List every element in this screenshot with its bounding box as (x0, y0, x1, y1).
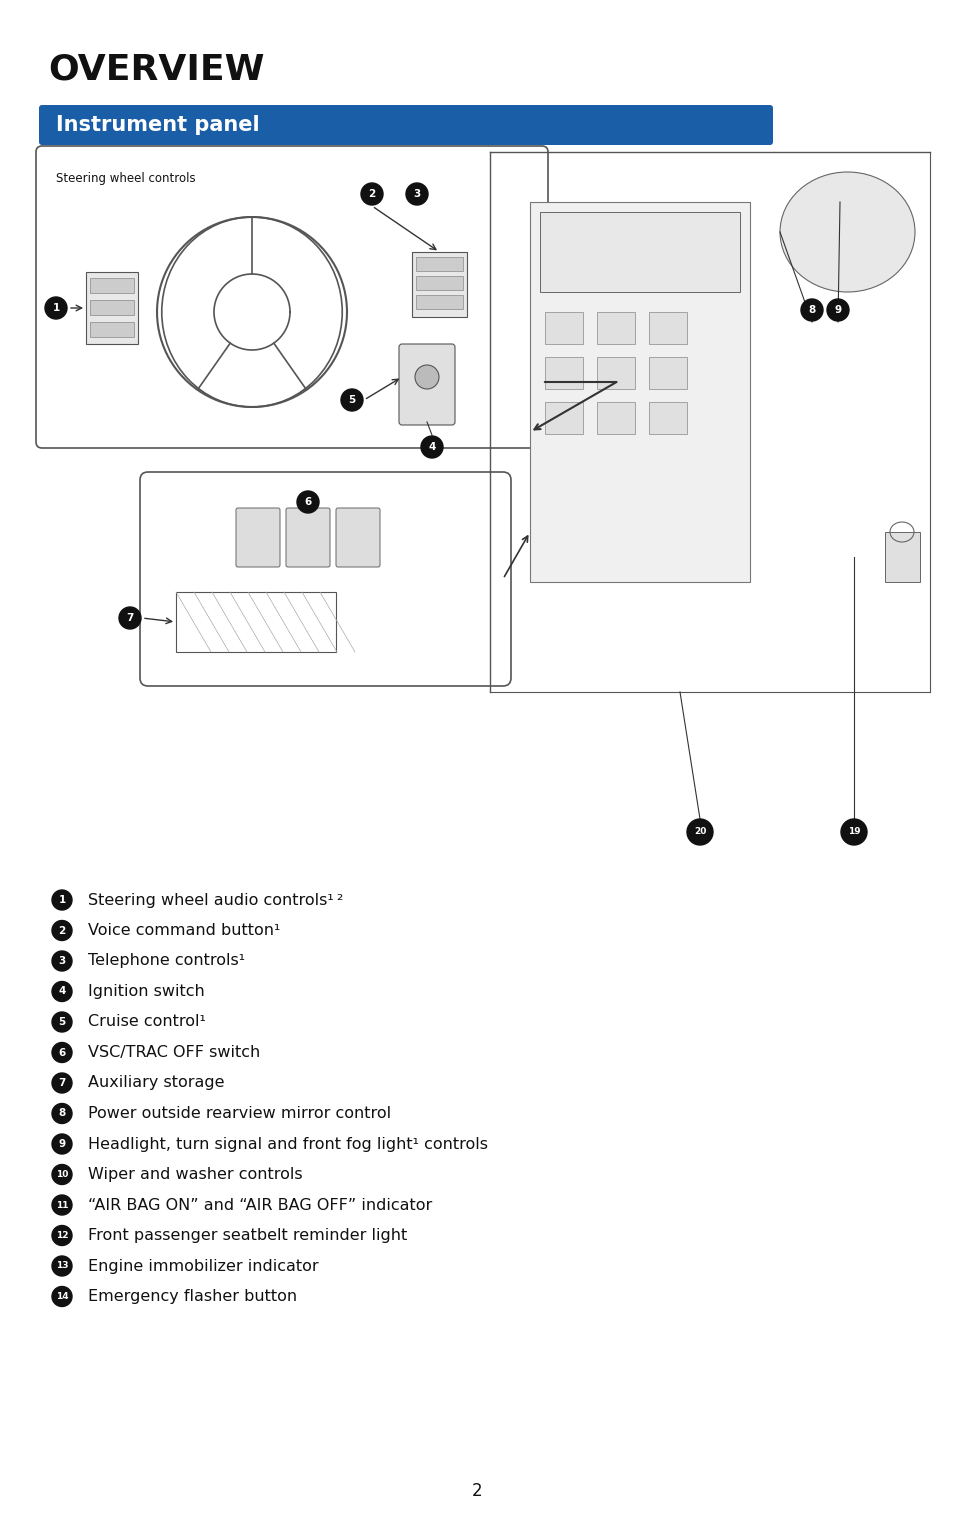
Text: Headlight, turn signal and front fog light¹ controls: Headlight, turn signal and front fog lig… (88, 1136, 488, 1151)
Bar (416, 295, 462, 308)
Circle shape (52, 1104, 71, 1124)
Bar (884, 531, 919, 582)
Text: VSC/TRAC OFF switch: VSC/TRAC OFF switch (88, 1044, 260, 1060)
Text: Ignition switch: Ignition switch (88, 983, 205, 999)
Circle shape (52, 1226, 71, 1246)
Circle shape (52, 1012, 71, 1032)
Circle shape (52, 1165, 71, 1185)
Circle shape (52, 890, 71, 910)
Circle shape (340, 389, 363, 411)
Circle shape (360, 183, 382, 205)
Bar (648, 402, 686, 434)
Bar (648, 357, 686, 389)
Circle shape (52, 951, 71, 971)
Circle shape (826, 299, 848, 321)
Circle shape (45, 296, 67, 319)
Circle shape (52, 982, 71, 1002)
Text: 10: 10 (56, 1170, 68, 1179)
Circle shape (52, 1287, 71, 1307)
Bar (544, 357, 582, 389)
Bar (539, 212, 740, 292)
Text: 11: 11 (55, 1200, 69, 1209)
Bar (597, 402, 635, 434)
Bar (90, 278, 133, 293)
Text: Wiper and washer controls: Wiper and washer controls (88, 1167, 302, 1182)
Text: “AIR BAG ON” and “AIR BAG OFF” indicator: “AIR BAG ON” and “AIR BAG OFF” indicator (88, 1197, 432, 1212)
Text: Emergency flasher button: Emergency flasher button (88, 1289, 296, 1304)
Bar (90, 299, 133, 315)
Text: Auxiliary storage: Auxiliary storage (88, 1075, 224, 1090)
Bar (90, 322, 133, 337)
Bar (648, 312, 686, 344)
FancyBboxPatch shape (39, 105, 772, 145)
Text: 4: 4 (58, 986, 66, 997)
Circle shape (52, 1196, 71, 1215)
FancyBboxPatch shape (286, 508, 330, 567)
Text: Engine immobilizer indicator: Engine immobilizer indicator (88, 1258, 318, 1274)
Text: 9: 9 (834, 305, 841, 315)
Text: 1: 1 (58, 895, 66, 906)
Text: 6: 6 (304, 496, 312, 507)
Circle shape (52, 1257, 71, 1277)
Bar (597, 312, 635, 344)
Bar (412, 252, 467, 318)
Text: Steering wheel controls: Steering wheel controls (56, 173, 195, 185)
Text: 5: 5 (348, 395, 355, 405)
Text: 13: 13 (55, 1261, 69, 1270)
FancyBboxPatch shape (235, 508, 280, 567)
Circle shape (841, 818, 866, 844)
Text: 1: 1 (52, 302, 59, 313)
Text: Voice command button¹: Voice command button¹ (88, 922, 280, 938)
Text: 12: 12 (55, 1231, 69, 1240)
FancyBboxPatch shape (36, 147, 547, 447)
Text: 2: 2 (368, 189, 375, 199)
Text: Cruise control¹: Cruise control¹ (88, 1014, 206, 1029)
Bar (530, 202, 749, 582)
Circle shape (686, 818, 712, 844)
Text: 6: 6 (58, 1048, 66, 1058)
Circle shape (52, 921, 71, 941)
FancyBboxPatch shape (140, 472, 511, 686)
Circle shape (52, 1043, 71, 1063)
Text: 9: 9 (58, 1139, 66, 1148)
Text: 4: 4 (428, 441, 436, 452)
Bar (416, 257, 462, 270)
Bar (175, 592, 335, 652)
Text: 7: 7 (126, 612, 133, 623)
Text: Instrument panel: Instrument panel (56, 115, 259, 134)
Circle shape (420, 437, 442, 458)
Text: Telephone controls¹: Telephone controls¹ (88, 953, 245, 968)
Text: 2: 2 (471, 1483, 482, 1500)
Circle shape (52, 1073, 71, 1093)
Text: 14: 14 (55, 1292, 69, 1301)
Circle shape (415, 365, 438, 389)
Circle shape (296, 492, 318, 513)
Text: 8: 8 (58, 1109, 66, 1118)
Text: 7: 7 (58, 1078, 66, 1089)
Bar (597, 357, 635, 389)
Text: 8: 8 (807, 305, 815, 315)
Text: OVERVIEW: OVERVIEW (48, 52, 264, 86)
Bar (416, 276, 462, 290)
Text: 20: 20 (693, 828, 705, 837)
Text: Steering wheel audio controls¹ ²: Steering wheel audio controls¹ ² (88, 892, 343, 907)
Circle shape (801, 299, 822, 321)
Bar (544, 402, 582, 434)
FancyBboxPatch shape (335, 508, 379, 567)
Text: Front passenger seatbelt reminder light: Front passenger seatbelt reminder light (88, 1228, 407, 1243)
Bar (544, 312, 582, 344)
Ellipse shape (780, 173, 914, 292)
Circle shape (52, 1135, 71, 1154)
Bar (86, 272, 138, 344)
Text: 5: 5 (58, 1017, 66, 1028)
FancyBboxPatch shape (398, 344, 455, 425)
Circle shape (406, 183, 428, 205)
Text: 19: 19 (847, 828, 860, 837)
Text: Power outside rearview mirror control: Power outside rearview mirror control (88, 1106, 391, 1121)
Text: 3: 3 (58, 956, 66, 967)
Circle shape (119, 608, 141, 629)
Text: 2: 2 (58, 925, 66, 936)
Text: 3: 3 (413, 189, 420, 199)
